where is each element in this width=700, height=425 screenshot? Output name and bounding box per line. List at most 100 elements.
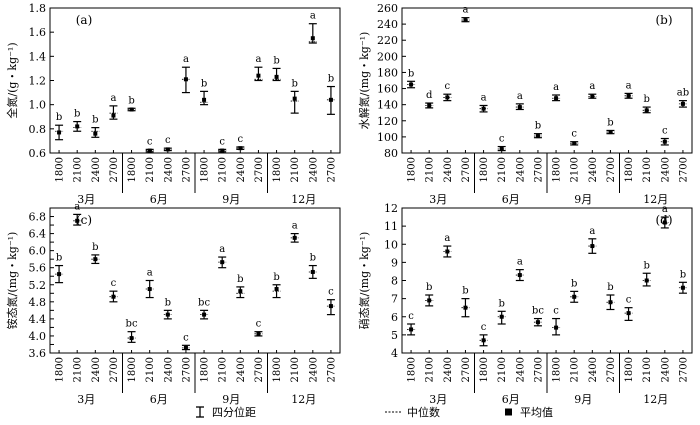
mean-point (238, 146, 243, 151)
significance-letter: a (462, 5, 468, 16)
y-tick-label: 220 (377, 34, 398, 47)
x-tick-label: 2400 (443, 357, 454, 382)
mean-point (292, 96, 297, 101)
significance-letter: a (292, 221, 298, 232)
significance-letter: c (553, 306, 559, 317)
mean-point (220, 148, 225, 153)
mean-point (75, 218, 80, 223)
mean-point (517, 105, 522, 110)
y-tick-label: 180 (377, 66, 398, 79)
y-tick-label: 200 (377, 50, 398, 63)
significance-letter: b (643, 94, 649, 105)
x-tick-label: 2700 (181, 157, 192, 182)
x-tick-label: 2400 (588, 157, 599, 182)
mean-point (147, 287, 152, 292)
group-label: 3月 (429, 193, 447, 206)
mean-point (238, 289, 243, 294)
y-tick-label: 8 (391, 275, 398, 288)
mean-point (165, 147, 170, 152)
y-tick-label: 260 (377, 2, 398, 15)
significance-letter: a (219, 244, 225, 255)
group-label: 12月 (291, 393, 316, 406)
x-tick-label: 1800 (127, 357, 138, 382)
y-tick-label: 0.8 (29, 123, 47, 136)
y-tick-label: 6.4 (29, 228, 47, 241)
significance-letter: b (643, 260, 649, 271)
group-label: 6月 (502, 193, 520, 206)
group-label: 3月 (77, 193, 95, 206)
x-tick-label: 2100 (642, 357, 653, 382)
y-tick-label: 100 (377, 131, 398, 144)
significance-letter: a (589, 226, 595, 237)
x-tick-label: 1800 (55, 157, 66, 182)
y-tick-label: 6.8 (29, 211, 47, 224)
significance-letter: b (607, 282, 613, 293)
significance-letter: a (517, 91, 523, 102)
y-tick-label: 160 (377, 83, 398, 96)
panel-b: 80 100 120 140 160 180 200 220 240 260 水解氮/(mg・kg⁻… (357, 2, 693, 206)
x-tick-label: 2400 (91, 357, 102, 382)
x-tick-label: 1800 (407, 357, 418, 382)
mean-point (111, 113, 116, 118)
mean-point (93, 257, 98, 262)
significance-letter: a (183, 54, 189, 65)
mean-point (129, 107, 134, 112)
panel-label: (a) (76, 13, 93, 27)
mean-point (644, 108, 649, 113)
significance-letter: a (553, 82, 559, 93)
mean-point (93, 131, 98, 136)
x-tick-label: 2700 (678, 357, 689, 382)
significance-letter: b (498, 298, 504, 309)
significance-letter: b (426, 282, 432, 293)
y-tick-label: 4.8 (29, 296, 47, 309)
x-tick-label: 2100 (570, 157, 581, 182)
x-tick-label: 2700 (606, 157, 617, 182)
significance-letter: c (571, 129, 577, 140)
mean-point (572, 294, 577, 299)
significance-letter: b (92, 242, 98, 253)
mean-point (220, 260, 225, 265)
significance-letter: c (238, 134, 244, 145)
mean-point (328, 97, 333, 102)
x-tick-label: 1800 (552, 357, 563, 382)
significance-letter: a (110, 93, 116, 104)
group-label: 6月 (502, 393, 520, 406)
y-tick-label: 1.6 (29, 26, 47, 39)
legend-mean: 平均值 (505, 406, 553, 419)
significance-letter: b (680, 269, 686, 280)
mean-point (662, 220, 667, 225)
x-tick-label: 2100 (218, 357, 229, 382)
significance-letter: b (165, 297, 171, 308)
significance-letter: bc (532, 306, 544, 317)
group-label: 12月 (643, 193, 668, 206)
group-label: 12月 (291, 193, 316, 206)
y-tick-label: 12 (384, 202, 398, 215)
x-tick-label: 2700 (606, 357, 617, 382)
panel-label: (c) (76, 213, 92, 227)
significance-letter: b (273, 272, 279, 283)
significance-letter: a (517, 257, 523, 268)
x-tick-label: 2400 (588, 357, 599, 382)
y-tick-label: 1.8 (29, 2, 47, 15)
x-tick-label: 2400 (443, 157, 454, 182)
significance-letter: c (408, 311, 414, 322)
x-tick-label: 2700 (109, 157, 120, 182)
mean-point (554, 325, 559, 330)
y-tick-label: 5.2 (29, 279, 47, 292)
group-label: 9月 (222, 193, 240, 206)
legend-mean-label: 平均值 (520, 406, 553, 419)
panel-c: 3.6 4.0 4.4 4.8 5.2 5.6 6.0 6.4 6.8 铵态氮/(mg・kg⁻¹)… (5, 201, 341, 406)
x-tick-label: 1800 (55, 357, 66, 382)
mean-point (499, 314, 504, 319)
y-axis-label: 硝态氮/(mg・kg⁻¹) (357, 232, 371, 330)
significance-letter: c (165, 135, 171, 146)
x-tick-label: 2100 (642, 157, 653, 182)
y-tick-label: 9 (391, 256, 398, 269)
mean-point (409, 82, 414, 87)
x-tick-label: 2400 (308, 157, 319, 182)
x-tick-label: 2400 (660, 357, 671, 382)
mean-point (535, 134, 540, 139)
mean-point (183, 345, 188, 350)
legend-iqr: 四分位距 (196, 405, 256, 419)
